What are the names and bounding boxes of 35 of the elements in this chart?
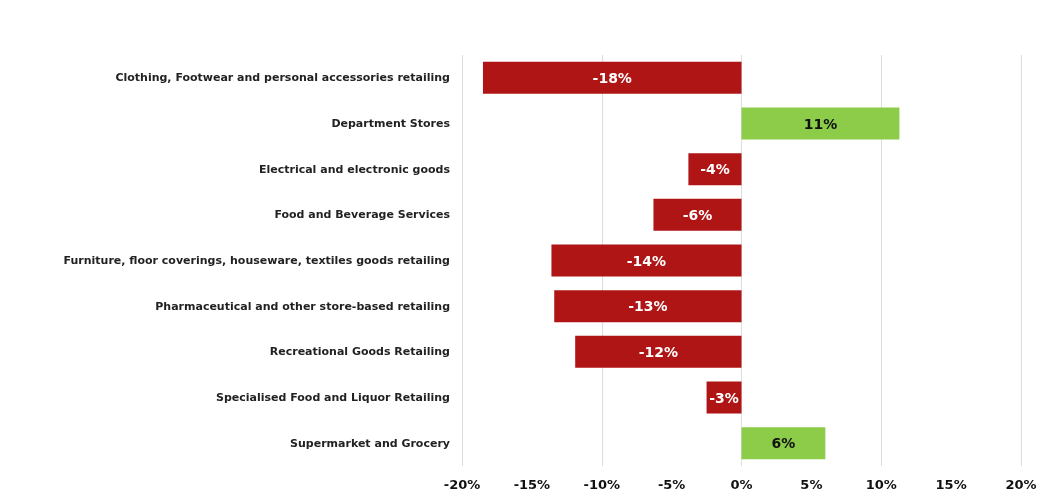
y-tick-label: Furniture, floor coverings, houseware, textiles goods retailing (63, 254, 450, 267)
data-label: -3% (709, 389, 739, 406)
y-tick-label: Recreational Goods Retailing (269, 345, 450, 359)
y-tick-label: Pharmaceutical and other store-based retailing (155, 299, 450, 313)
y-tick-label: Food and Beverage Services (274, 208, 451, 222)
x-tick-label: 5% (800, 477, 823, 492)
bar (554, 290, 742, 323)
data-label: -12% (638, 343, 679, 360)
data-label: 6% (771, 435, 796, 452)
data-label: -13% (628, 298, 668, 315)
x-tick-label: 0% (730, 477, 753, 492)
data-label: -14% (626, 252, 667, 269)
data-label: 11% (803, 115, 838, 132)
bar (551, 244, 742, 277)
data-label: -6% (682, 206, 713, 223)
x-tick-label: -20% (443, 477, 481, 492)
bar (741, 107, 900, 140)
y-tick-label: Department Stores (331, 117, 451, 130)
x-tick-label: -15% (513, 477, 551, 492)
x-tick-label: 20% (1005, 477, 1037, 492)
bar (575, 335, 742, 368)
bar (688, 153, 742, 186)
y-tick-label: Specialised Food and Liquor Retailing (216, 391, 450, 404)
x-tick-label: 15% (935, 477, 967, 492)
bar (653, 198, 742, 231)
data-label: -18% (592, 69, 632, 86)
y-tick-label: Clothing, Footwear and personal accessories retailing (115, 71, 450, 85)
data-label: -4% (700, 161, 730, 178)
x-tick-label: -5% (657, 477, 686, 492)
x-tick-label: 10% (865, 477, 897, 492)
x-tick-label: -10% (583, 477, 621, 492)
y-tick-label: Electrical and electronic goods (258, 162, 451, 176)
bar (741, 427, 826, 460)
y-tick-label: Supermarket and Grocery (290, 436, 450, 450)
bar (482, 61, 742, 94)
